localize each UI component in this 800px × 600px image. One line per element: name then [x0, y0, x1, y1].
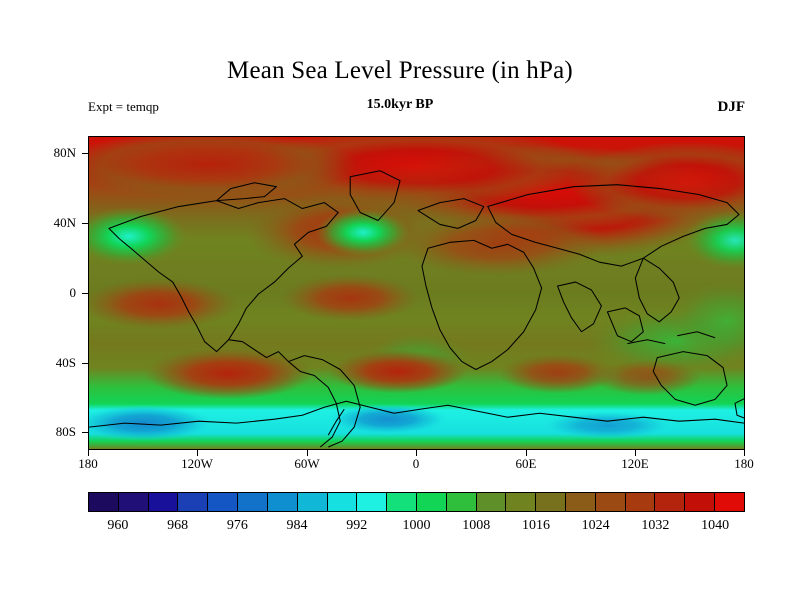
x-axis-label-1: 120W: [181, 456, 213, 471]
x-tick-120w: [197, 450, 198, 456]
colorbar-band-1: [118, 493, 149, 511]
colorbar-band-17: [595, 493, 626, 511]
colorbar-band-15: [536, 493, 566, 511]
x-tick-180e: [744, 450, 745, 456]
colorbar-label-1008: 1008: [462, 518, 491, 533]
x-tick-0: [416, 450, 417, 456]
x-axis-label-0: 180: [78, 456, 98, 471]
y-tick-0: [82, 293, 88, 294]
y-tick-40n: [82, 223, 88, 224]
colorbar-band-0: [89, 493, 119, 511]
colorbar-band-9: [357, 493, 388, 511]
colorbar-label-1016: 1016: [521, 518, 550, 533]
season-label: DJF: [717, 99, 746, 115]
x-axis-label-4: 60E: [515, 456, 537, 471]
y-axis-label-1: 40N: [53, 215, 76, 230]
x-tick-60w: [307, 450, 308, 456]
colorbar-band-7: [297, 493, 328, 511]
x-axis-label-6: 180: [734, 456, 754, 471]
figure-subtitle: 15.0kyr BP: [366, 97, 434, 112]
mslp-contour-map: [89, 137, 744, 449]
colorbar-band-4: [208, 493, 239, 511]
experiment-label: Expt = temqp: [88, 99, 159, 114]
y-tick-80n: [82, 153, 88, 154]
colorbar-band-10: [387, 493, 417, 511]
y-axis-label-0: 80N: [53, 145, 76, 160]
colorbar-label-968: 968: [167, 518, 189, 533]
x-axis-label-2: 60W: [294, 456, 320, 471]
colorbar-label-1024: 1024: [581, 518, 610, 533]
colorbar-band-13: [476, 493, 507, 511]
colorbar-band-6: [267, 493, 298, 511]
colorbar-label-992: 992: [346, 518, 368, 533]
colorbar-label-984: 984: [286, 518, 308, 533]
y-axis-label-2: 0: [69, 285, 77, 300]
colorbar-band-5: [238, 493, 268, 511]
colorbar-band-16: [566, 493, 596, 511]
colorbar-band-8: [327, 493, 358, 511]
colorbar-label-976: 976: [226, 518, 248, 533]
colorbar-band-18: [625, 493, 656, 511]
colorbar-label-1040: 1040: [701, 518, 730, 533]
y-axis-label-3: 40S: [55, 355, 76, 370]
colorbar-label-1032: 1032: [641, 518, 670, 533]
coastline-overlay: [89, 170, 744, 448]
y-tick-40s: [82, 363, 88, 364]
colorbar-label-1000: 1000: [402, 518, 431, 533]
colorbar-band-12: [446, 493, 477, 511]
colorbar-label-960: 960: [107, 518, 129, 533]
map-plot-area: [88, 136, 745, 450]
colorbar-band-3: [178, 493, 209, 511]
colorbar-band-14: [506, 493, 537, 511]
colorbar-band-2: [148, 493, 179, 511]
x-axis-label-5: 120E: [621, 456, 649, 471]
colorbar-band-19: [655, 493, 686, 511]
y-axis-label-4: 80S: [55, 424, 76, 439]
colorbar-band-20: [685, 493, 716, 511]
x-axis-label-3: 0: [412, 456, 420, 471]
pressure-colorbar: [88, 492, 745, 512]
y-tick-80s: [82, 432, 88, 433]
x-tick-180w: [88, 450, 89, 456]
figure-title: Mean Sea Level Pressure (in hPa): [227, 57, 573, 84]
x-tick-120e: [635, 450, 636, 456]
colorbar-band-11: [416, 493, 447, 511]
colorbar-band-21: [715, 493, 744, 511]
x-tick-60e: [526, 450, 527, 456]
